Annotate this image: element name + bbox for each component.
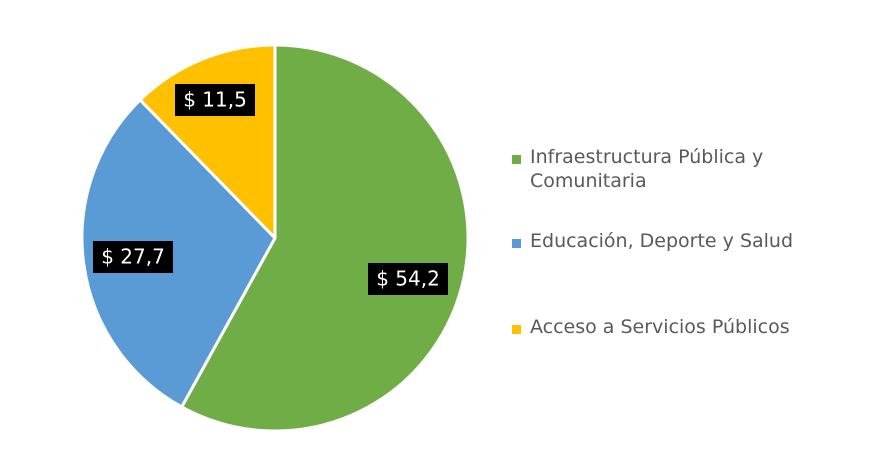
data-label-1: $ 27,7	[93, 241, 173, 273]
pie-slice-1	[80, 98, 277, 409]
legend-label-acceso: Acceso a Servicios Públicos	[530, 316, 790, 338]
pie-slice-0	[180, 43, 470, 433]
data-label-text-2: $ 11,5	[183, 88, 247, 112]
legend-label-educacion: Educación, Deporte y Salud	[530, 230, 794, 252]
data-label-text-0: $ 54,2	[376, 267, 440, 291]
data-label-2: $ 11,5	[175, 84, 255, 116]
legend-item-acceso: Acceso a Servicios Públicos	[512, 315, 830, 339]
legend-swatch-educacion	[512, 239, 521, 248]
legend-label-infraestructura: Infraestructura Pública y Comunitaria	[530, 146, 764, 192]
data-label-text-1: $ 27,7	[101, 245, 165, 269]
data-label-box-2	[175, 84, 255, 116]
data-label-box-1	[93, 241, 173, 273]
legend-item-educacion: Educación, Deporte y Salud	[512, 229, 830, 253]
data-label-box-0	[368, 263, 448, 295]
legend-item-infraestructura: Infraestructura Pública y Comunitaria	[512, 145, 830, 193]
legend-swatch-infraestructura	[512, 155, 521, 164]
data-label-0: $ 54,2	[368, 263, 448, 295]
legend-swatch-acceso	[512, 325, 521, 334]
